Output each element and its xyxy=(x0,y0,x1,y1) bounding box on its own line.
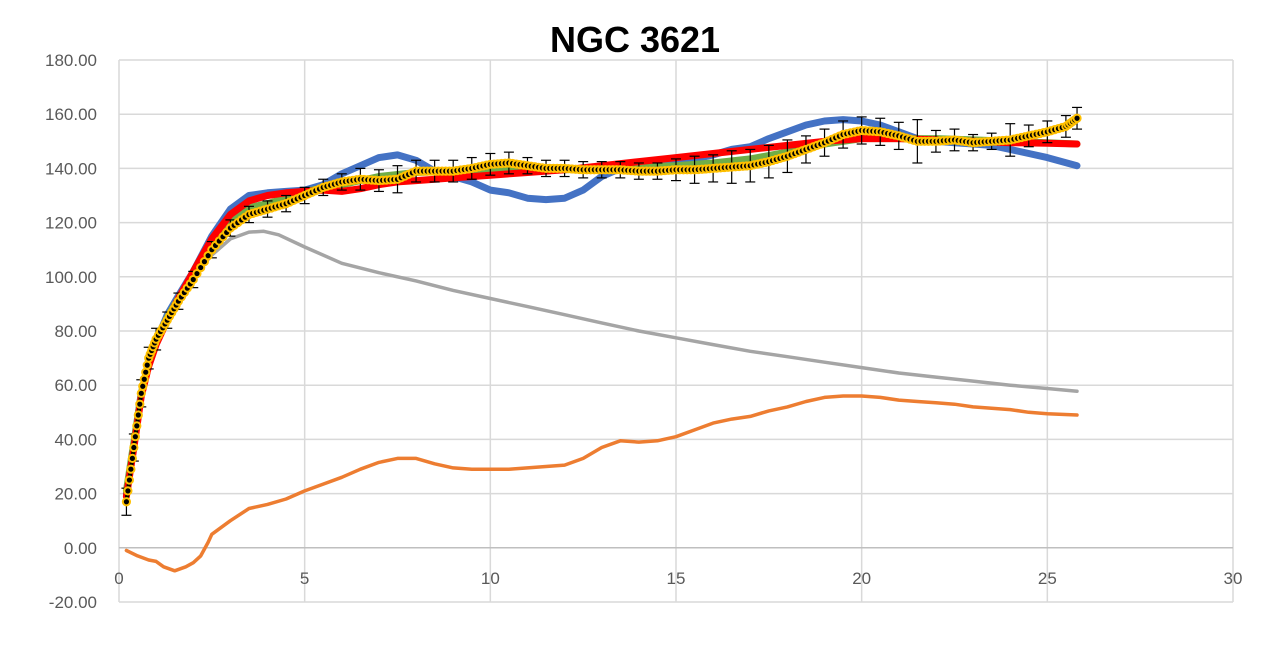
x-tick-label: 25 xyxy=(1038,569,1057,588)
x-tick-label: 15 xyxy=(667,569,686,588)
data-point xyxy=(127,453,137,463)
y-tick-label: 80.00 xyxy=(54,322,97,341)
y-tick-label: 60.00 xyxy=(54,376,97,395)
y-tick-label: 120.00 xyxy=(45,214,97,233)
series-5 xyxy=(121,106,1083,516)
data-point xyxy=(124,475,134,485)
data-point xyxy=(132,421,142,431)
y-tick-label: 0.00 xyxy=(64,539,97,558)
series-line xyxy=(124,394,1079,573)
data-point xyxy=(139,374,149,384)
data-point xyxy=(126,464,136,474)
data-point xyxy=(141,367,151,377)
chart-title: NGC 3621 xyxy=(550,19,720,60)
y-tick-label: 20.00 xyxy=(54,485,97,504)
series-0 xyxy=(124,229,1079,490)
y-tick-label: -20.00 xyxy=(49,593,97,612)
series-1 xyxy=(124,394,1079,573)
data-point xyxy=(138,381,148,391)
y-tick-label: 140.00 xyxy=(45,159,97,178)
data-point xyxy=(121,497,132,507)
y-tick-label: 180.00 xyxy=(45,51,97,70)
data-point xyxy=(130,432,140,442)
data-point xyxy=(136,388,146,398)
series-line xyxy=(122,135,1081,500)
data-point xyxy=(123,486,133,496)
gridlines xyxy=(118,59,1234,603)
data-point xyxy=(129,442,139,453)
data-point xyxy=(133,410,143,420)
y-tick-label: 100.00 xyxy=(45,268,97,287)
x-tick-label: 0 xyxy=(114,569,123,588)
y-tick-label: 40.00 xyxy=(54,430,97,449)
x-tick-label: 10 xyxy=(481,569,500,588)
x-tick-label: 20 xyxy=(852,569,871,588)
data-point xyxy=(135,399,145,409)
series-group xyxy=(121,106,1083,573)
series-4 xyxy=(122,135,1081,500)
data-point xyxy=(142,360,152,370)
x-tick-label: 5 xyxy=(300,569,309,588)
x-tick-label: 30 xyxy=(1224,569,1243,588)
y-tick-label: 160.00 xyxy=(45,105,97,124)
data-point xyxy=(1072,113,1082,123)
axes: -20.00 0.00 20.00 40.00 60.00 80.00 100.00 120.… xyxy=(45,51,1242,612)
series-line xyxy=(124,229,1079,490)
